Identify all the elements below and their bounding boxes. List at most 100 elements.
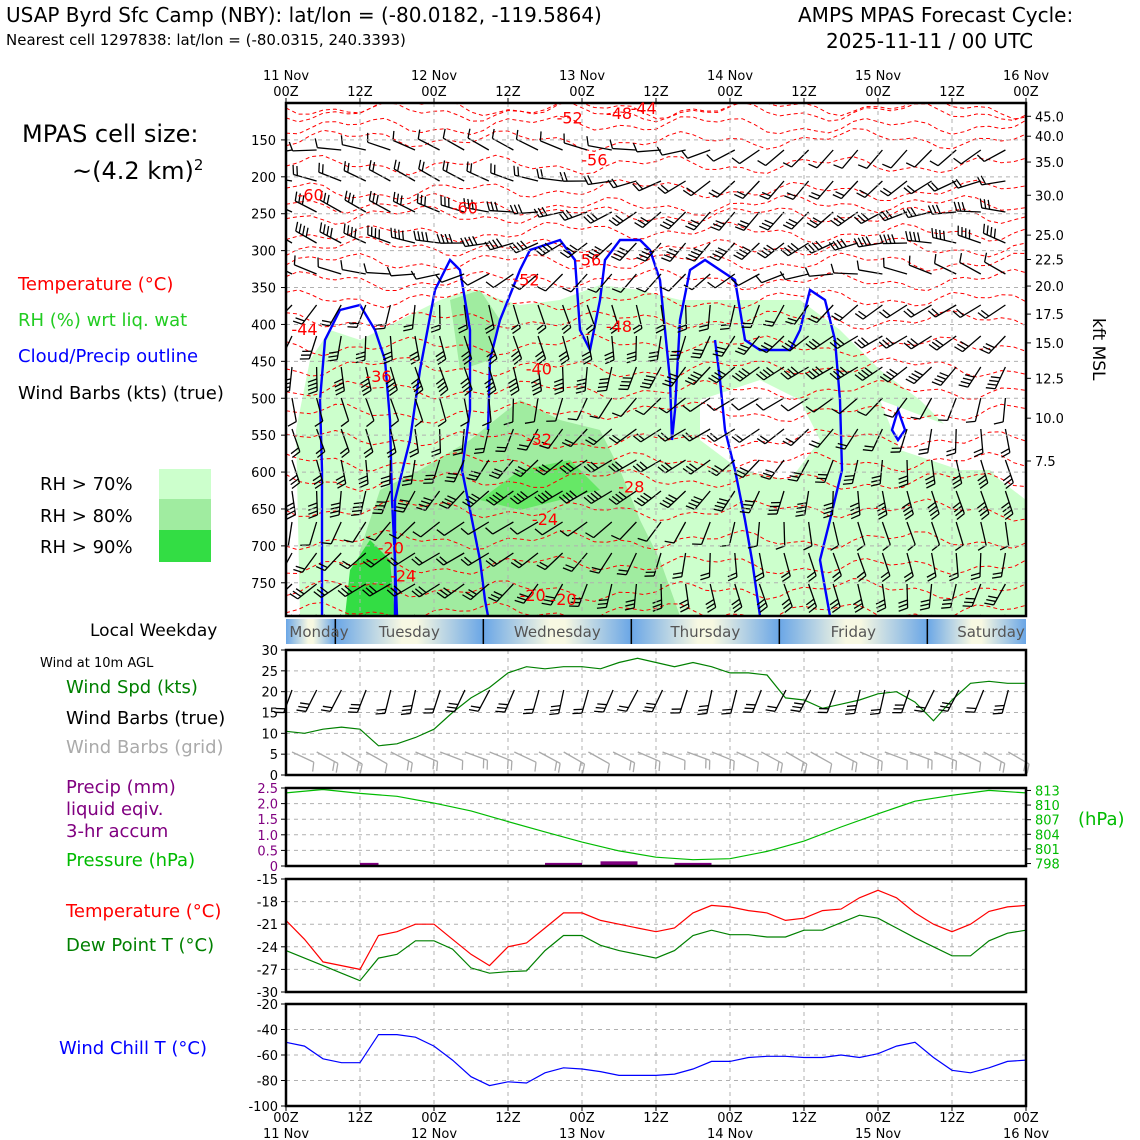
- upper-wind-barb: [411, 552, 440, 566]
- upper-wind-barb: [586, 136, 612, 151]
- cloud-outline-3: [486, 238, 844, 616]
- upper-wind-barb: [339, 552, 367, 570]
- height-tick-label: 12.5: [1035, 372, 1064, 387]
- panel-value-label: 5: [270, 748, 278, 763]
- upper-wind-barb: [286, 230, 293, 244]
- upper-wind-barb: [536, 168, 563, 182]
- cell-size-title: MPAS cell size:: [22, 120, 199, 148]
- top-hour-label: 12Z: [791, 85, 817, 100]
- upper-wind-barb: [466, 161, 490, 182]
- weekday-label: Friday: [831, 623, 877, 641]
- upper-wind-barb: [287, 397, 297, 427]
- upper-wind-barb: [462, 490, 490, 508]
- temperature-contour: [286, 236, 1026, 261]
- upper-wind-barb: [634, 211, 662, 229]
- panel-value-label: 20: [261, 686, 278, 701]
- surface-wind-barb-grid: [835, 751, 858, 773]
- upper-wind-barb: [857, 149, 883, 169]
- precip-label-3: 3-hr accum: [66, 821, 169, 842]
- upper-wind-barb: [882, 149, 908, 169]
- upper-wind-barb: [616, 552, 637, 576]
- surface-wind-barb-grid: [415, 751, 439, 771]
- upper-wind-barb: [530, 366, 543, 396]
- upper-wind-barb: [977, 304, 1006, 319]
- upper-wind-barb: [589, 397, 613, 419]
- upper-wind-barb: [926, 552, 937, 582]
- upper-wind-barb: [436, 521, 465, 536]
- upper-wind-barb: [682, 397, 711, 412]
- top-hour-label: 00Z: [421, 85, 447, 100]
- upper-wind-barb: [656, 146, 686, 156]
- upper-wind-barb: [829, 583, 841, 613]
- wind-10m-label: Wind at 10m AGL: [40, 656, 154, 671]
- upper-wind-barb: [463, 198, 489, 213]
- upper-wind-barb: [948, 552, 959, 582]
- upper-wind-barb: [510, 552, 539, 569]
- pressure-tick-label: 350: [251, 282, 276, 297]
- wind-panel: 0 5 10 15 20 25 30: [261, 644, 1030, 784]
- upper-wind-barb: [484, 238, 514, 251]
- bottom-hour-label: 12Z: [347, 1111, 373, 1126]
- panel-value-label: 25: [261, 665, 278, 680]
- upper-wind-barb: [486, 335, 498, 365]
- upper-wind-barb: [672, 552, 687, 579]
- upper-wind-barb: [386, 266, 416, 277]
- upper-wind-barb: [367, 225, 391, 244]
- weekday-day-band: [927, 619, 1026, 644]
- upper-wind-barb: [684, 366, 711, 386]
- legend-rh-70: RH > 70%: [40, 474, 133, 495]
- upper-wind-barb: [757, 335, 785, 354]
- panel-frame: [284, 648, 1028, 777]
- temperature-label: Temperature (°C): [66, 901, 222, 922]
- upper-wind-barb: [618, 366, 638, 391]
- upper-wind-barb: [927, 304, 957, 318]
- upper-wind-barb: [583, 211, 613, 224]
- dewpoint-label: Dew Point T (°C): [66, 935, 215, 956]
- upper-wind-barb: [385, 366, 398, 396]
- surface-wind-barb-grid: [958, 751, 982, 772]
- upper-wind-barb: [307, 366, 318, 395]
- upper-wind-barb: [853, 236, 883, 248]
- upper-wind-barb: [401, 459, 416, 486]
- upper-wind-barb: [951, 178, 981, 189]
- panel-value-label: 2.0: [257, 798, 278, 813]
- upper-wind-barb: [293, 255, 317, 275]
- upper-wind-barb: [951, 459, 963, 489]
- temperature-contour-label: -48: [606, 104, 632, 123]
- upper-wind-barb: [946, 428, 957, 457]
- upper-wind-barb: [731, 397, 760, 411]
- upper-wind-barb: [495, 428, 515, 453]
- upper-wind-barb: [902, 207, 932, 219]
- top-hour-label: 00Z: [273, 85, 299, 100]
- temperature-contour-label: -32: [526, 430, 552, 449]
- upper-wind-barb: [597, 366, 613, 393]
- upper-wind-barb: [756, 583, 768, 613]
- bottom-date-label: 13 Nov: [559, 1127, 605, 1140]
- upper-wind-barb: [442, 160, 465, 182]
- weekday-label: Saturday: [957, 623, 1025, 641]
- surface-wind-barb-true: [642, 689, 664, 713]
- panel-value-label: -80: [257, 1075, 278, 1090]
- upper-wind-barb: [980, 335, 1006, 355]
- upper-wind-barb: [780, 242, 809, 257]
- panel-value-label: 0: [270, 769, 278, 784]
- top-date-label: 15 Nov: [855, 69, 901, 84]
- upper-wind-barb: [928, 335, 957, 351]
- upper-wind-barb: [575, 366, 588, 394]
- upper-wind-barb: [780, 397, 809, 412]
- upper-wind-barb: [410, 270, 440, 280]
- upper-wind-barb: [982, 223, 1006, 244]
- precip-bar: [545, 862, 582, 866]
- weekday-day-band: [779, 619, 928, 644]
- surface-wind-barb-true: [495, 689, 515, 713]
- upper-wind-barb: [509, 521, 539, 535]
- upper-wind-barb: [862, 428, 883, 452]
- upper-wind-barb: [734, 211, 760, 231]
- upper-wind-barb: [583, 459, 613, 474]
- surface-wind-barb-grid: [810, 751, 833, 774]
- panel-value-label: -21: [257, 918, 278, 933]
- upper-wind-barb: [314, 138, 342, 151]
- upper-wind-barb: [351, 490, 367, 517]
- top-hour-label: 00Z: [569, 85, 595, 100]
- upper-wind-barb: [727, 552, 738, 582]
